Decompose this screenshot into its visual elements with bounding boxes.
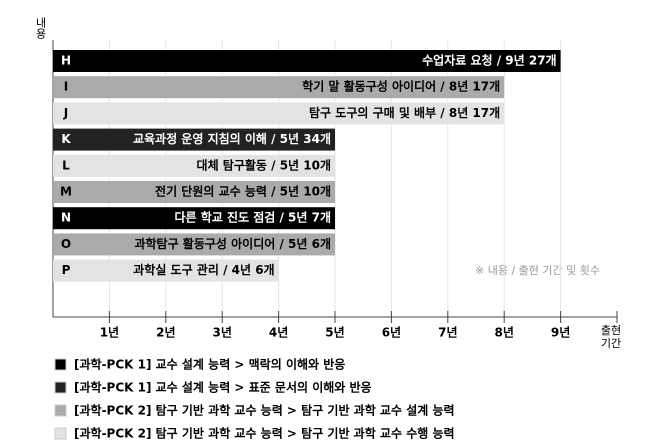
bar	[53, 154, 335, 177]
x-tick-label: 8년	[495, 326, 514, 340]
legend-label: [과학-PCK 2] 탐구 기반 과학 교수 능력 > 탐구 기반 과학 교수 …	[74, 426, 455, 441]
data-label: 탐구 도구의 구매 및 배부 / 8년 17개	[309, 105, 500, 120]
category-label: I	[64, 80, 68, 94]
category-label: H	[61, 54, 71, 68]
x-tick-label: 2년	[156, 326, 175, 340]
data-label: 수업자료 요청 / 9년 27개	[422, 53, 556, 68]
x-tick-label: 5년	[325, 326, 344, 340]
x-tick-label: 9년	[551, 326, 570, 340]
bar	[53, 181, 335, 203]
note: ※ 내용 / 출현 기간 및 횟수	[475, 264, 600, 277]
category-label: P	[62, 263, 71, 277]
x-tick-label: 1년	[100, 326, 119, 340]
legend-label: [과학-PCK 2] 탐구 기반 과학 교수 능력 > 탐구 기반 과학 교수 …	[74, 403, 455, 418]
legend-swatch	[54, 381, 67, 394]
legend-label: [과학-PCK 1] 교수 설계 능력 > 표준 문서의 이해와 반응	[74, 380, 372, 395]
data-label: 과학실 도구 관리 / 4년 6개	[133, 262, 274, 277]
y-axis-label: 내용	[34, 17, 47, 39]
legend-label: [과학-PCK 1] 교수 설계 능력 > 맥락의 이해와 반응	[74, 357, 345, 372]
data-label: 교육과정 운영 지침의 이해 / 5년 34개	[133, 131, 331, 146]
bar	[53, 207, 335, 230]
legend-swatch	[54, 358, 67, 371]
category-label: N	[61, 211, 71, 225]
data-label: 전기 단원의 교수 능력 / 5년 10개	[155, 184, 331, 199]
legend-swatch	[54, 427, 67, 440]
x-tick-label: 7년	[438, 326, 457, 340]
x-tick-label: 3년	[213, 326, 232, 340]
x-tick-label: 4년	[269, 326, 288, 340]
data-label: 다른 학교 진도 점검 / 5년 7개	[174, 210, 331, 225]
x-axis-label: 출현 기간	[601, 324, 621, 350]
category-label: M	[60, 185, 72, 199]
category-label: J	[63, 106, 68, 120]
category-label: O	[61, 237, 71, 251]
data-label: 과학탐구 활동구성 아이디어 / 5년 6개	[134, 236, 331, 251]
data-label: 대체 탐구활동 / 5년 10개	[197, 157, 331, 172]
category-label: L	[62, 158, 70, 172]
bar	[53, 128, 335, 151]
bar	[53, 233, 335, 256]
bar	[53, 102, 505, 125]
bar	[53, 50, 561, 72]
bar	[53, 76, 505, 99]
x-tick-label: 6년	[382, 326, 401, 340]
legend-swatch	[54, 404, 67, 417]
data-label: 학기 말 활동구성 아이디어 / 8년 17개	[302, 79, 500, 94]
bar	[53, 259, 279, 282]
category-label: K	[61, 132, 71, 146]
